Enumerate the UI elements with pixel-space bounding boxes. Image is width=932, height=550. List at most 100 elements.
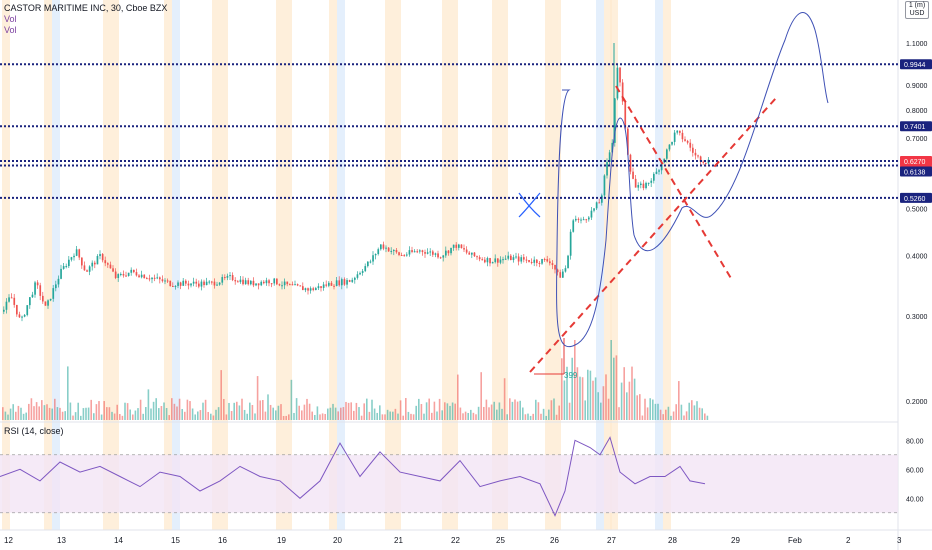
volume-bar [459, 407, 462, 420]
volume-bar [285, 415, 287, 420]
volume-bar [691, 400, 693, 420]
time-tick-label: 15 [171, 536, 180, 545]
candle-body [286, 281, 289, 285]
candle-body [491, 262, 494, 264]
volume-bar [186, 399, 189, 420]
volume-bar [93, 413, 95, 420]
volume-bar [147, 389, 150, 420]
candle-body [317, 286, 320, 289]
candle-body [351, 279, 354, 282]
candle-body [528, 259, 530, 262]
candle-body [419, 250, 421, 252]
time-tick-label: 25 [496, 536, 505, 545]
candle-body [52, 288, 55, 299]
price-tick-label: 0.8000 [906, 108, 928, 115]
volume-bar [587, 369, 589, 420]
candle-body [83, 265, 86, 271]
volume-bar [168, 415, 170, 420]
volume-bar [680, 404, 683, 420]
candle-body [179, 282, 182, 286]
candle-body [159, 277, 161, 280]
candle-body [504, 258, 507, 260]
volume-bar [72, 415, 74, 420]
candle-body [156, 277, 159, 279]
candle-body [281, 285, 283, 287]
volume-bar [165, 408, 168, 420]
volume-bar [347, 402, 350, 420]
volume-bar [693, 405, 696, 420]
volume-bar [524, 414, 527, 420]
volume-bar [389, 411, 391, 420]
volume-bar [600, 402, 602, 420]
candle-body [562, 271, 564, 278]
candle-body [122, 273, 125, 276]
volume-bar [407, 411, 410, 420]
candle-body [187, 283, 190, 286]
volume-bar [607, 398, 610, 420]
volume-bar [295, 398, 298, 420]
volume-bar [701, 408, 703, 420]
volume-bar [529, 415, 532, 420]
volume-bar [412, 414, 415, 420]
volume-bar [80, 415, 82, 420]
volume-bar [306, 398, 308, 420]
rsi-line [0, 436, 706, 517]
candle-body [174, 285, 177, 287]
candle-body [377, 249, 380, 254]
candle-body [387, 247, 390, 252]
candle-body [198, 283, 200, 287]
candle-body [130, 269, 133, 273]
candle-body [416, 251, 419, 253]
candle-body [81, 257, 83, 266]
session-stripe [545, 0, 553, 530]
price-label-text: 0.6138 [904, 170, 926, 177]
candle-body [390, 250, 393, 252]
candle-body [458, 244, 460, 248]
currency-label[interactable]: 1 (m) USD [905, 1, 929, 19]
volume-bar [46, 404, 48, 420]
candle-body [658, 170, 660, 172]
candle-body [127, 272, 130, 276]
volume-bar [90, 399, 92, 420]
volume-bar [501, 408, 503, 420]
candle-body [8, 297, 10, 302]
volume-bar [337, 411, 339, 420]
candle-body [681, 132, 684, 140]
candle-body [403, 255, 406, 257]
candle-body [289, 284, 291, 286]
candle-body [637, 184, 640, 188]
uptrend-line [529, 97, 777, 373]
candle-body [294, 284, 296, 286]
volume-bar [532, 413, 534, 420]
candle-body [582, 219, 585, 221]
candle-body [21, 316, 23, 318]
volume-bar [2, 407, 4, 420]
volume-bar [633, 378, 636, 420]
candle-body [341, 279, 343, 286]
volume-bar [527, 413, 529, 420]
candle-body [525, 259, 528, 261]
candle-body [679, 130, 681, 133]
volume-bar [59, 407, 61, 420]
candle-body [169, 280, 172, 286]
volume-bar [537, 402, 540, 420]
candle-body [471, 252, 473, 255]
candle-body [536, 259, 538, 263]
candle-body [530, 261, 533, 263]
volume-bar [509, 398, 511, 420]
candle-body [239, 279, 242, 283]
volume-bar [67, 366, 69, 420]
candle-body [445, 250, 447, 256]
vol-label-1: Vol [4, 14, 17, 24]
volume-bar [155, 398, 157, 420]
candle-body [78, 249, 81, 258]
session-stripe [492, 0, 500, 530]
volume-bar [56, 407, 59, 420]
candle-body [359, 272, 361, 275]
volume-bar [652, 399, 654, 420]
volume-bar [210, 413, 212, 420]
price-label-text: 0.6270 [904, 159, 926, 166]
volume-bar [550, 400, 553, 420]
volume-bar [678, 381, 680, 420]
